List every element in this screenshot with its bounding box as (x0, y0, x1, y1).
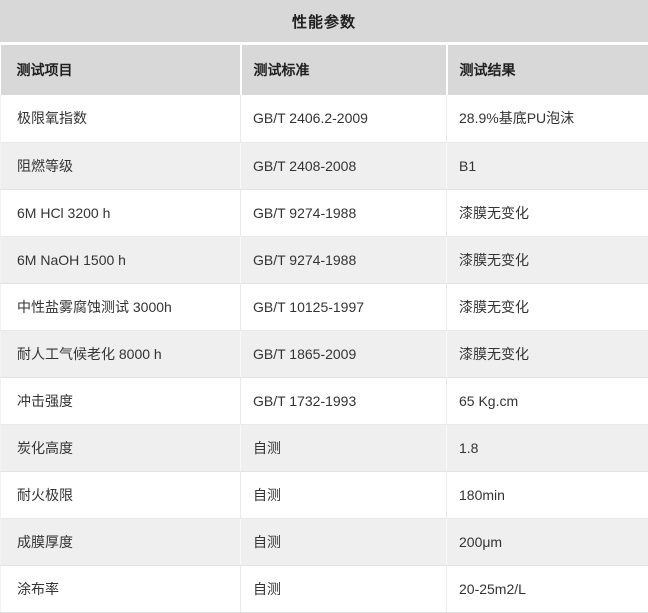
cell-test-item: 极限氧指数 (0, 95, 241, 143)
table-header: 测试项目 测试标准 测试结果 (0, 45, 648, 95)
cell-test-result: B1 (446, 142, 648, 190)
cell-test-standard: GB/T 9274-1988 (240, 236, 447, 284)
table-row: 中性盐雾腐蚀测试 3000h GB/T 10125-1997 漆膜无变化 (0, 283, 648, 331)
cell-test-result: 20-25m2/L (446, 565, 648, 613)
table-row: 极限氧指数 GB/T 2406.2-2009 28.9%基底PU泡沫 (0, 95, 648, 143)
cell-test-standard: GB/T 1732-1993 (240, 377, 447, 425)
cell-test-standard: 自测 (240, 565, 447, 613)
table-row: 炭化高度 自测 1.8 (0, 424, 648, 472)
col-header-test-item: 测试项目 (0, 45, 242, 95)
cell-test-standard: 自测 (240, 424, 447, 472)
cell-test-item: 耐人工气候老化 8000 h (0, 330, 241, 378)
cell-test-result: 180min (446, 471, 648, 519)
cell-test-standard: 自测 (240, 471, 447, 519)
table-row: 成膜厚度 自测 200μm (0, 518, 648, 566)
table-row: 耐人工气候老化 8000 h GB/T 1865-2009 漆膜无变化 (0, 330, 648, 378)
table-row: 涂布率 自测 20-25m2/L (0, 565, 648, 613)
cell-test-item: 阻燃等级 (0, 142, 241, 190)
cell-test-result: 漆膜无变化 (446, 189, 648, 237)
cell-test-item: 中性盐雾腐蚀测试 3000h (0, 283, 241, 331)
cell-test-item: 6M NaOH 1500 h (0, 236, 241, 284)
cell-test-item: 冲击强度 (0, 377, 241, 425)
cell-test-item: 耐火极限 (0, 471, 241, 519)
table-body: 极限氧指数 GB/T 2406.2-2009 28.9%基底PU泡沫 阻燃等级 GB/T… (0, 95, 648, 613)
table-row: 耐火极限 自测 180min (0, 471, 648, 519)
col-header-test-result: 测试结果 (446, 45, 648, 95)
table-row: 6M NaOH 1500 h GB/T 9274-1988 漆膜无变化 (0, 236, 648, 284)
page-title: 性能参数 (0, 0, 648, 42)
header-row: 测试项目 测试标准 测试结果 (0, 45, 648, 95)
cell-test-item: 涂布率 (0, 565, 241, 613)
cell-test-standard: 自测 (240, 518, 447, 566)
table-row: 冲击强度 GB/T 1732-1993 65 Kg.cm (0, 377, 648, 425)
cell-test-standard: GB/T 9274-1988 (240, 189, 447, 237)
cell-test-standard: GB/T 10125-1997 (240, 283, 447, 331)
col-header-test-standard: 测试标准 (240, 45, 448, 95)
cell-test-result: 漆膜无变化 (446, 330, 648, 378)
cell-test-result: 28.9%基底PU泡沫 (446, 95, 648, 143)
cell-test-item: 成膜厚度 (0, 518, 241, 566)
table-row: 阻燃等级 GB/T 2408-2008 B1 (0, 142, 648, 190)
spec-table: 测试项目 测试标准 测试结果 极限氧指数 GB/T 2406.2-2009 28.9… (0, 45, 648, 613)
cell-test-result: 200μm (446, 518, 648, 566)
cell-test-standard: GB/T 2406.2-2009 (240, 95, 447, 143)
cell-test-result: 漆膜无变化 (446, 283, 648, 331)
cell-test-result: 漆膜无变化 (446, 236, 648, 284)
cell-test-item: 炭化高度 (0, 424, 241, 472)
cell-test-result: 1.8 (446, 424, 648, 472)
cell-test-standard: GB/T 1865-2009 (240, 330, 447, 378)
cell-test-result: 65 Kg.cm (446, 377, 648, 425)
cell-test-standard: GB/T 2408-2008 (240, 142, 447, 190)
table-row: 6M HCl 3200 h GB/T 9274-1988 漆膜无变化 (0, 189, 648, 237)
cell-test-item: 6M HCl 3200 h (0, 189, 241, 237)
